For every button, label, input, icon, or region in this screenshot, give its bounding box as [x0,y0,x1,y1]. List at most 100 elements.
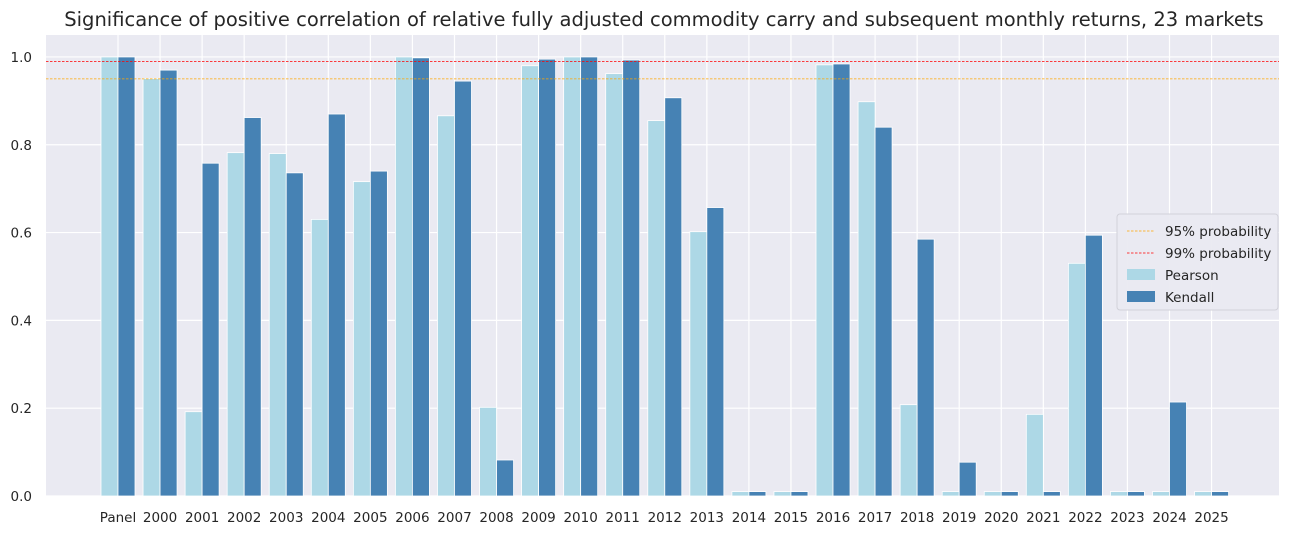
x-tick-label: 2011 [606,510,640,526]
bar-pearson-2011 [605,73,624,497]
y-tick-label: 1.0 [11,50,32,66]
x-tick-label: 2006 [395,510,429,526]
legend-label: 99% probability [1165,246,1271,262]
x-tick-label: 2009 [521,510,555,526]
bar-pearson-2000 [142,78,161,497]
bar-kendall-2002 [243,117,262,497]
bar-pearson-2018 [899,404,918,497]
bar-kendall-2024 [1169,401,1187,497]
bar-pearson-2016 [815,64,834,497]
bar-kendall-2022 [1084,234,1103,497]
bar-pearson-2005 [352,181,371,497]
bar-kendall-2009 [538,58,556,497]
bar-pearson-2021 [1025,413,1044,497]
bar-kendall-2008 [496,459,514,497]
x-tick-label: 2017 [858,510,892,526]
bar-kendall-2013 [706,207,725,497]
bar-kendall-2020 [1000,491,1019,497]
bar-pearson-2010 [563,56,582,497]
x-tick-label: 2018 [900,510,934,526]
x-tick-label: 2023 [1110,510,1144,526]
bar-kendall-2023 [1127,491,1145,497]
bar-kendall-2012 [664,97,683,497]
bar-kendall-panel [117,56,136,497]
y-tick-label: 0.0 [11,489,32,505]
bar-kendall-2016 [832,63,851,497]
x-tick-label: 2012 [648,510,682,526]
reference-lines [46,60,1279,80]
bar-kendall-2010 [580,56,599,497]
bar-kendall-2005 [369,170,388,497]
bar-pearson-2012 [647,120,666,497]
bar-kendall-2000 [159,69,178,497]
x-axis: Panel 2000 2001 2002 2003 2004 2005 2006 2007 200… [100,510,1229,526]
y-axis: 0.0 0.2 0.4 0.6 0.8 1.0 [11,50,32,505]
bar-pearson-2022 [1067,262,1086,497]
legend-label: 95% probability [1165,224,1271,240]
bar-kendall-2011 [622,59,641,497]
bar-pearson-2009 [521,65,539,497]
bar-pearson-2001 [184,411,203,497]
x-tick-label: 2020 [984,510,1018,526]
x-tick-label: 2007 [437,510,471,526]
bar-pearson-2025 [1194,491,1212,497]
bar-kendall-2021 [1042,491,1061,497]
bar-pearson-2023 [1110,491,1128,497]
bar-kendall-2007 [454,80,472,497]
x-tick-label: 2004 [311,510,345,526]
bar-pearson-2020 [983,491,1002,497]
legend-box [1116,213,1279,311]
x-tick-label: 2008 [479,510,513,526]
bar-kendall-2015 [790,491,809,497]
bars [100,56,1229,497]
y-tick-label: 0.6 [11,226,32,242]
legend-label: Kendall [1165,290,1214,306]
bar-kendall-2001 [201,162,220,497]
bar-pearson-2004 [310,218,329,497]
bar-kendall-2003 [285,172,304,497]
chart-title: Significance of positive correlation of … [64,8,1263,31]
bar-kendall-2006 [412,57,430,497]
x-tick-label: 2016 [816,510,850,526]
bar-kendall-2014 [748,491,767,497]
bar-kendall-2018 [916,238,935,497]
x-tick-label: Panel [100,510,136,526]
bar-pearson-2017 [857,101,876,497]
x-tick-label: 2000 [143,510,177,526]
x-tick-label: 2014 [732,510,766,526]
x-tick-label: 2021 [1026,510,1060,526]
x-tick-label: 2002 [227,510,261,526]
x-tick-label: 2019 [942,510,976,526]
x-tick-label: 2024 [1152,510,1186,526]
bar-pearson-panel [100,56,119,497]
bar-kendall-2025 [1211,491,1229,497]
x-tick-label: 2013 [690,510,724,526]
bar-pearson-2006 [395,56,413,497]
x-tick-label: 2003 [269,510,303,526]
y-tick-label: 0.4 [11,313,32,329]
bar-pearson-2014 [731,491,750,497]
legend-swatch-series [1127,291,1155,302]
bar-kendall-2017 [874,126,893,497]
x-tick-label: 2005 [353,510,387,526]
bar-kendall-2019 [958,461,977,497]
x-tick-label: 2025 [1194,510,1228,526]
bar-pearson-2002 [226,152,245,497]
bar-pearson-2007 [437,115,455,497]
legend: 95% probability 99% probability Pearson Ken… [1116,213,1279,311]
y-tick-label: 0.2 [11,401,32,417]
x-tick-label: 2015 [774,510,808,526]
legend-swatch-series [1127,269,1155,280]
bar-pearson-2003 [268,153,287,497]
x-tick-label: 2022 [1068,510,1102,526]
bar-pearson-2024 [1152,491,1170,497]
x-tick-label: 2001 [185,510,219,526]
y-tick-label: 0.8 [11,138,32,154]
bar-pearson-2013 [689,231,708,497]
legend-label: Pearson [1165,268,1219,284]
x-tick-label: 2010 [563,510,597,526]
bar-pearson-2015 [773,491,792,497]
bar-kendall-2004 [327,113,346,497]
